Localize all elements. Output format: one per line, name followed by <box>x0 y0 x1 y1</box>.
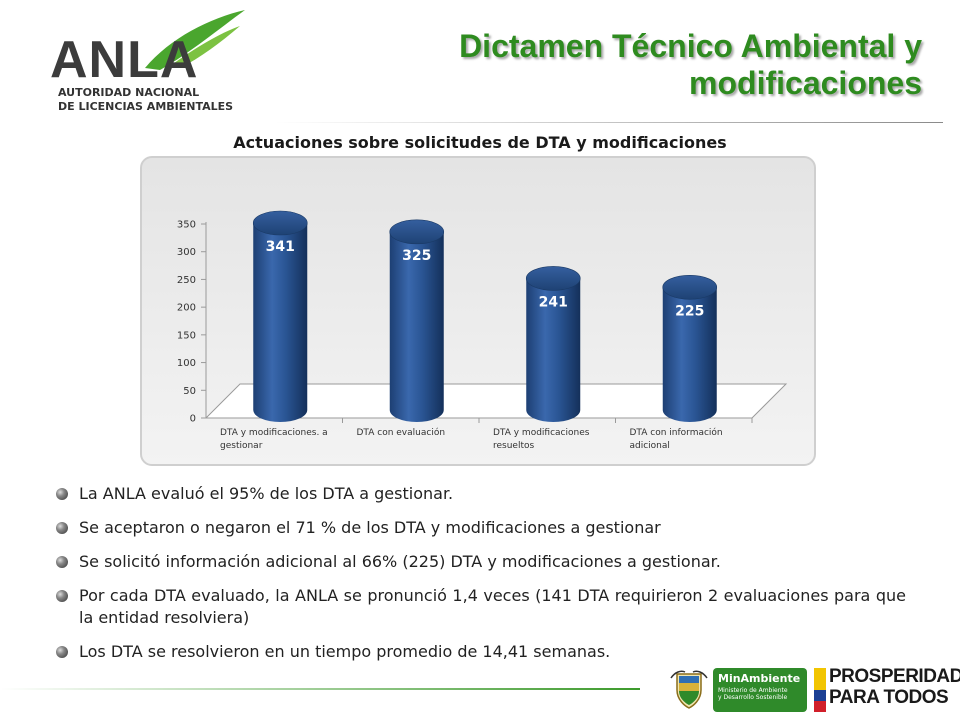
chart-panel: 0 50 100 150 200 250 300 350 341 DTA y modificaci… <box>140 156 816 466</box>
bullet-icon <box>56 522 68 534</box>
x-tick-label: DTA con información <box>630 427 723 438</box>
minambiente-subtitle-1: Ministerio de Ambiente <box>718 687 788 694</box>
y-tick-label: 300 <box>177 247 196 258</box>
bar-body <box>389 231 444 422</box>
bullet-text: Por cada DTA evaluado, la ANLA se pronun… <box>79 586 906 627</box>
chart: 0 50 100 150 200 250 300 350 341 DTA y modificaci… <box>177 210 788 451</box>
prosperidad-line-2: PARA TODOS <box>829 687 949 708</box>
bar-cap <box>389 219 445 245</box>
x-tick-label: resueltos <box>493 441 535 451</box>
bullet-item: Se aceptaron o negaron el 71 % de los DT… <box>56 517 906 539</box>
title-divider <box>275 122 943 123</box>
bullet-item: Por cada DTA evaluado, la ANLA se pronun… <box>56 585 906 629</box>
x-tick-label: DTA y modificaciones <box>493 428 590 438</box>
data-label: 341 <box>266 239 295 255</box>
bar-body <box>253 222 308 422</box>
bar <box>662 274 718 422</box>
bullet-item: Los DTA se resolvieron en un tiempo prom… <box>56 641 906 663</box>
page-title: Dictamen Técnico Ambiental y modificacio… <box>362 28 922 102</box>
chart-title: Actuaciones sobre solicitudes de DTA y m… <box>233 133 727 152</box>
bullet-text: Se aceptaron o negaron el 71 % de los DT… <box>79 518 661 537</box>
y-tick-label: 200 <box>177 303 196 314</box>
data-label: 241 <box>539 294 568 310</box>
bar-body <box>662 287 717 422</box>
minambiente-subtitle-2: y Desarrollo Sostenible <box>718 694 788 701</box>
prosperidad-line-1: PROSPERIDAD <box>829 666 960 687</box>
minambiente-subtitle: Ministerio de Ambiente y Desarrollo Sost… <box>718 687 802 701</box>
y-tick-label: 0 <box>190 414 196 425</box>
bullet-icon <box>56 590 68 602</box>
bullet-icon <box>56 488 68 500</box>
leaf-swoosh-icon <box>145 10 245 70</box>
bar-cap <box>662 274 718 300</box>
bar-body <box>526 278 581 422</box>
bullet-list: La ANLA evaluó el 95% de los DTA a gesti… <box>56 483 906 675</box>
prosperidad-para-todos-logo: PROSPERIDAD PARA TODOS <box>829 666 960 708</box>
bullet-text: La ANLA evaluó el 95% de los DTA a gesti… <box>79 484 454 503</box>
x-tick-label: DTA y modificaciones. a <box>220 428 328 438</box>
bar <box>525 266 581 422</box>
bar <box>252 210 308 422</box>
x-tick-label: gestionar <box>220 441 263 451</box>
y-tick-label: 150 <box>177 330 196 341</box>
logo-subtitle-2: DE LICENCIAS AMBIENTALES <box>58 100 234 113</box>
coat-of-arms-icon <box>670 670 708 709</box>
anla-logo: ANLA AUTORIDAD NACIONAL DE LICENCIAS AMB… <box>40 8 250 113</box>
x-tick-label: adicional <box>630 441 670 451</box>
logo-subtitle-1: AUTORIDAD NACIONAL <box>58 86 200 99</box>
page-title-line-1: Dictamen Técnico Ambiental y <box>459 28 922 64</box>
x-tick-label: DTA con evaluación <box>357 427 446 438</box>
data-label: 325 <box>402 248 431 264</box>
y-tick-label: 250 <box>177 275 196 286</box>
bullet-item: La ANLA evaluó el 95% de los DTA a gesti… <box>56 483 906 505</box>
colombia-flag-icon <box>814 668 826 712</box>
y-tick-label: 350 <box>177 220 196 231</box>
bullet-text: Los DTA se resolvieron en un tiempo prom… <box>79 642 611 661</box>
y-tick-label: 50 <box>183 386 196 397</box>
bullet-text: Se solicitó información adicional al 66%… <box>79 552 721 571</box>
data-label: 225 <box>675 303 704 319</box>
minambiente-title: MinAmbiente <box>718 672 801 685</box>
footer-logos-background <box>660 640 960 720</box>
bullet-icon <box>56 646 68 658</box>
bullet-item: Se solicitó información adicional al 66%… <box>56 551 906 573</box>
bullet-icon <box>56 556 68 568</box>
bar-cap <box>252 210 308 236</box>
footer-divider <box>0 688 640 690</box>
minambiente-logo: MinAmbiente Ministerio de Ambiente y Des… <box>713 668 807 712</box>
page-title-line-2: modificaciones <box>689 65 922 101</box>
logo-wordmark: ANLA <box>50 31 199 89</box>
bar <box>389 219 445 422</box>
bar-cap <box>525 266 581 291</box>
y-tick-label: 100 <box>177 358 196 369</box>
